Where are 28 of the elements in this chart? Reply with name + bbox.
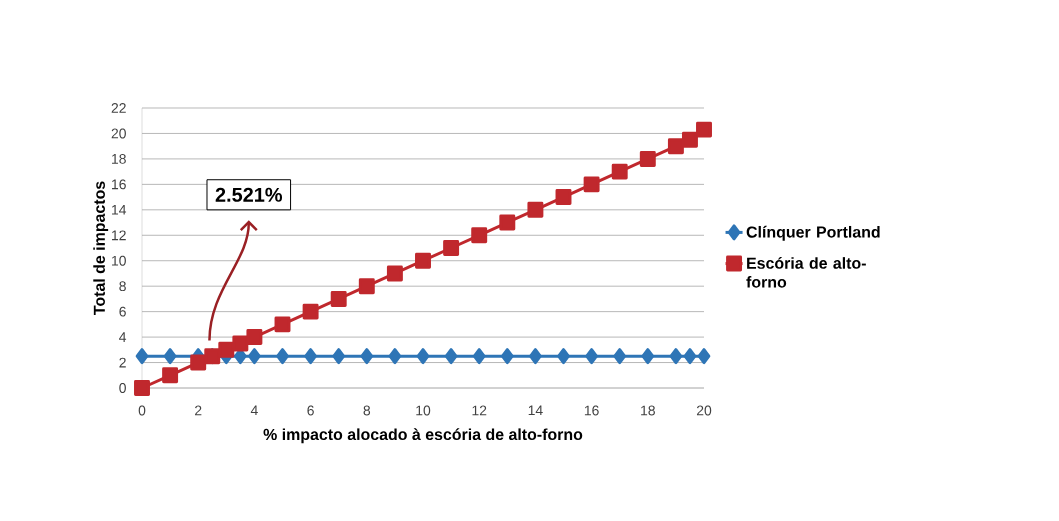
x-tick-label: 14	[528, 405, 543, 416]
x-tick-label: 4	[250, 405, 258, 416]
x-tick-label: 6	[307, 405, 314, 416]
y-tick-label: 22	[111, 103, 126, 113]
x-tick-label: 0	[138, 405, 146, 416]
x-tick-label: 12	[472, 405, 487, 416]
x-tick-label: 20	[696, 405, 712, 416]
y-tick-label: 2	[119, 357, 126, 368]
legend-label: Clínquer Portland	[746, 225, 880, 241]
x-tick-label: 8	[363, 405, 371, 416]
y-tick-label: 18	[112, 153, 126, 164]
x-tick-label: 16	[584, 405, 599, 416]
x-tick-label: 18	[641, 405, 655, 416]
y-tick-label: 0	[119, 383, 126, 393]
y-tick-label: 10	[112, 255, 126, 266]
x-axis-title: % impacto alocado à escória de alto-forno	[263, 428, 583, 444]
y-tick-label: 8	[119, 281, 126, 292]
y-tick-label: 16	[112, 179, 126, 190]
y-tick-label: 6	[119, 306, 126, 317]
annotation: 2.521%	[215, 187, 283, 202]
y-tick-label: 12	[112, 230, 126, 241]
x-tick-label: 10	[416, 405, 431, 416]
y-tick-label: 14	[112, 205, 127, 215]
y-tick-label: 20	[111, 128, 126, 139]
y-axis-title: Total de impactos	[93, 181, 109, 315]
x-tick-label: 2	[195, 405, 202, 416]
y-tick-label: 4	[119, 332, 127, 342]
legend-label: Escória de alto-forno	[746, 256, 866, 288]
